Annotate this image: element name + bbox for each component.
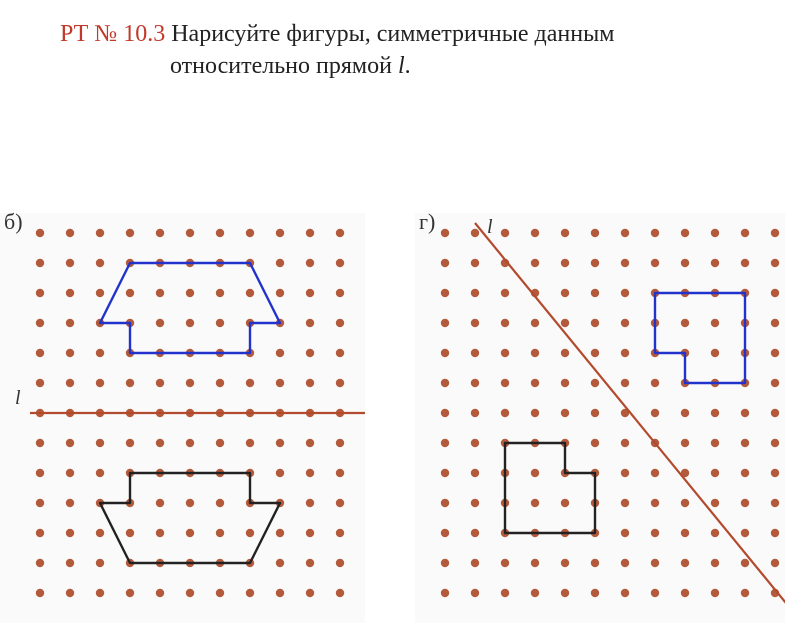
svg-text:l: l	[487, 216, 493, 238]
panel-g-label: г)	[419, 209, 435, 235]
panel-g-svg: l	[415, 213, 785, 623]
title-prefix: РТ № 10.3	[60, 21, 171, 47]
panel-b-svg: l	[0, 213, 365, 623]
title-text1: Нарисуйте фигуры, симметричные данным	[171, 21, 614, 47]
title-text2: относительно прямой l.	[60, 53, 411, 79]
problem-title: РТ № 10.3 Нарисуйте фигуры, симметричные…	[0, 0, 800, 93]
panel-b: б) l	[0, 213, 365, 623]
panel-b-label: б)	[4, 209, 23, 235]
panel-g: г) l	[415, 213, 785, 623]
svg-text:l: l	[15, 387, 21, 409]
